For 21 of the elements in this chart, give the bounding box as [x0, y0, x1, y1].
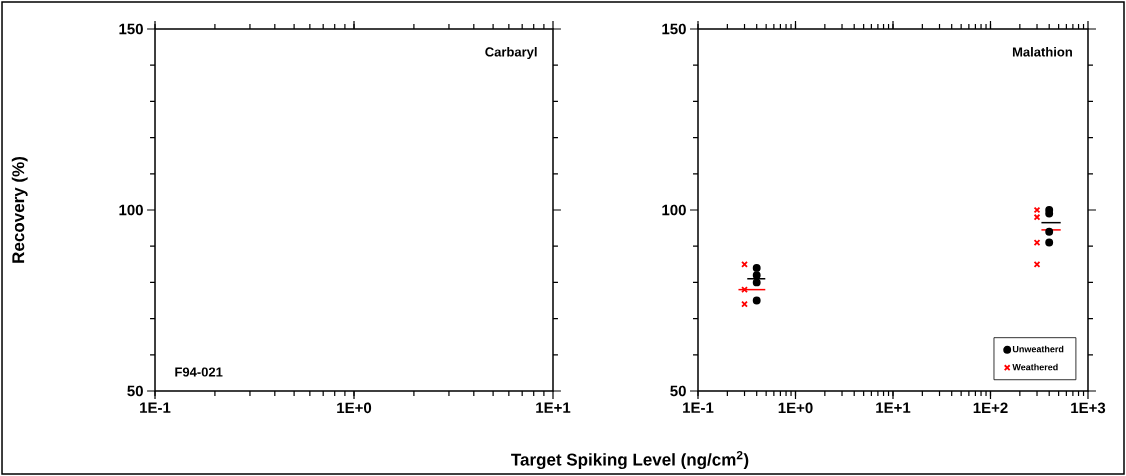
- x-tick-label: 1E-1: [683, 402, 714, 413]
- y-tick-label: 100: [662, 204, 686, 216]
- x-tick-label: 1E+0: [337, 402, 372, 414]
- x-tick-label: 1E+2: [973, 402, 1008, 413]
- x-tick-label: 1E-1: [140, 402, 171, 413]
- x-tick-label: 1E+0: [778, 402, 813, 414]
- y-axis-title: Recovery (%): [11, 157, 28, 263]
- x-tick-label: 1E+1: [876, 402, 911, 413]
- legend-label: Weathered: [1012, 363, 1058, 371]
- x-axis-title: Target Spiking Level (ng/cm$^{2}$): [511, 450, 749, 470]
- y-tick-label: 150: [662, 23, 686, 35]
- x-tick-label: 1E+3: [1071, 402, 1106, 414]
- x-tick-label: 1E+1: [536, 402, 571, 413]
- annotation: Carbaryl: [485, 47, 537, 60]
- y-tick-label: 50: [670, 385, 686, 397]
- y-tick-label: 100: [119, 204, 143, 216]
- y-tick-label: 150: [119, 23, 143, 35]
- annotation: F94-021: [175, 367, 223, 377]
- y-tick-label: 50: [127, 385, 143, 397]
- annotation: Malathion: [1012, 47, 1072, 57]
- legend-label: Unweatherd: [1012, 345, 1064, 353]
